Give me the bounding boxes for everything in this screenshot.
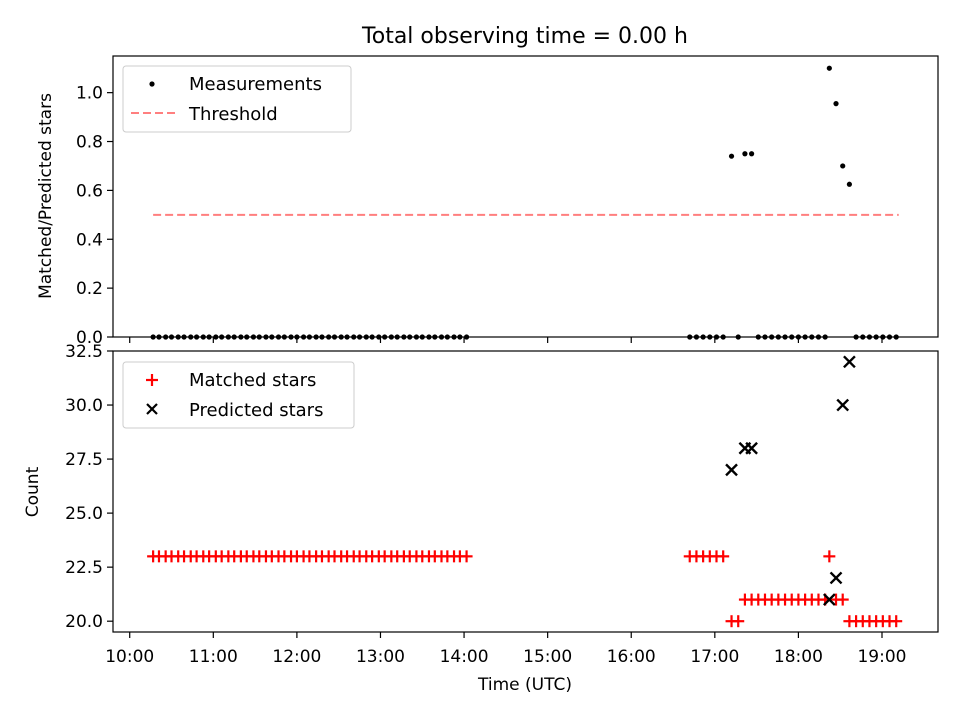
matched-stars-point [836, 593, 849, 606]
measurement-point [833, 101, 839, 107]
predicted-stars-point [745, 441, 758, 455]
predicted-stars-point [829, 571, 843, 585]
top-panel-ylabel: Matched/Predicted stars [36, 93, 56, 299]
top-panel-marks [150, 65, 899, 340]
x-tick-label: 15:00 [523, 647, 572, 667]
y-tick-label: 22.5 [65, 558, 103, 578]
y-tick-label: 0.6 [76, 181, 103, 201]
legend-matched-marker [146, 374, 158, 386]
y-tick-label: 20.0 [65, 612, 103, 632]
bottom-panel-ylabel: Count [23, 466, 43, 517]
y-tick-label: 0.2 [76, 279, 103, 299]
matched-stars-point [717, 550, 730, 563]
bottom-panel-frame [112, 350, 939, 633]
top-panel-frame [112, 55, 939, 338]
measurement-point [728, 153, 735, 159]
bottom-panel: 20.0 22.5 25.0 27.5 30.0 32.5 10:00 11:00 12:00 1… [23, 342, 939, 695]
bottom-panel-ticks: 20.0 22.5 25.0 27.5 30.0 32.5 10:00 11:00 12:00 1… [65, 342, 906, 667]
legend-measurements-marker [149, 81, 155, 87]
matched-stars-point [460, 550, 473, 563]
x-tick-label: 13:00 [356, 647, 405, 667]
top-panel: Total observing time = 0.00 h 0.00.20.40… [36, 24, 939, 348]
top-panel-ticks: 0.0 0.2 0.4 0.6 0.8 1.0 [76, 84, 883, 348]
top-panel-title: Total observing time = 0.00 h [361, 24, 688, 49]
legend-threshold-label: Threshold [188, 104, 278, 125]
x-tick-label: 12:00 [272, 647, 321, 667]
measurement-point [742, 151, 748, 157]
y-tick-label: 0.8 [76, 133, 103, 153]
y-tick-label: 25.0 [65, 504, 103, 524]
y-tick-label: 32.5 [65, 342, 103, 362]
measurement-point [846, 181, 852, 187]
x-tick-label: 10:00 [105, 647, 154, 667]
legend-predicted-marker [146, 403, 158, 415]
y-tick-label: 30.0 [65, 396, 103, 416]
measurement-point [749, 151, 755, 157]
measurement-point [826, 65, 832, 71]
x-tick-label: 14:00 [440, 647, 489, 667]
top-legend-box [122, 65, 352, 133]
y-tick-label: 0.4 [76, 230, 103, 250]
matched-stars-point [823, 550, 836, 563]
legend-measurements-label: Measurements [189, 74, 322, 95]
predicted-stars-point [843, 355, 856, 369]
measurement-point [840, 163, 846, 169]
x-tick-label: 19:00 [857, 647, 906, 667]
y-tick-label: 27.5 [65, 450, 103, 470]
x-tick-label: 18:00 [774, 647, 823, 667]
predicted-stars-point [725, 463, 738, 477]
bottom-legend: Matched stars Predicted stars [122, 361, 355, 429]
predicted-stars-point [836, 398, 850, 412]
bottom-panel-marks [147, 355, 903, 628]
matched-stars-point [890, 615, 903, 628]
bottom-panel-xlabel: Time (UTC) [477, 675, 572, 695]
y-tick-label: 1.0 [76, 84, 103, 104]
matched-stars-point [732, 615, 745, 628]
legend-matched-label: Matched stars [189, 370, 316, 391]
x-tick-label: 16:00 [607, 647, 656, 667]
top-legend: Measurements Threshold [122, 65, 352, 133]
legend-predicted-label: Predicted stars [189, 400, 323, 421]
x-tick-label: 11:00 [189, 647, 238, 667]
predicted-stars-point [822, 593, 836, 606]
x-tick-label: 17:00 [690, 647, 739, 667]
y-tick-label: 0.0 [76, 328, 103, 348]
bottom-legend-box [122, 361, 355, 429]
